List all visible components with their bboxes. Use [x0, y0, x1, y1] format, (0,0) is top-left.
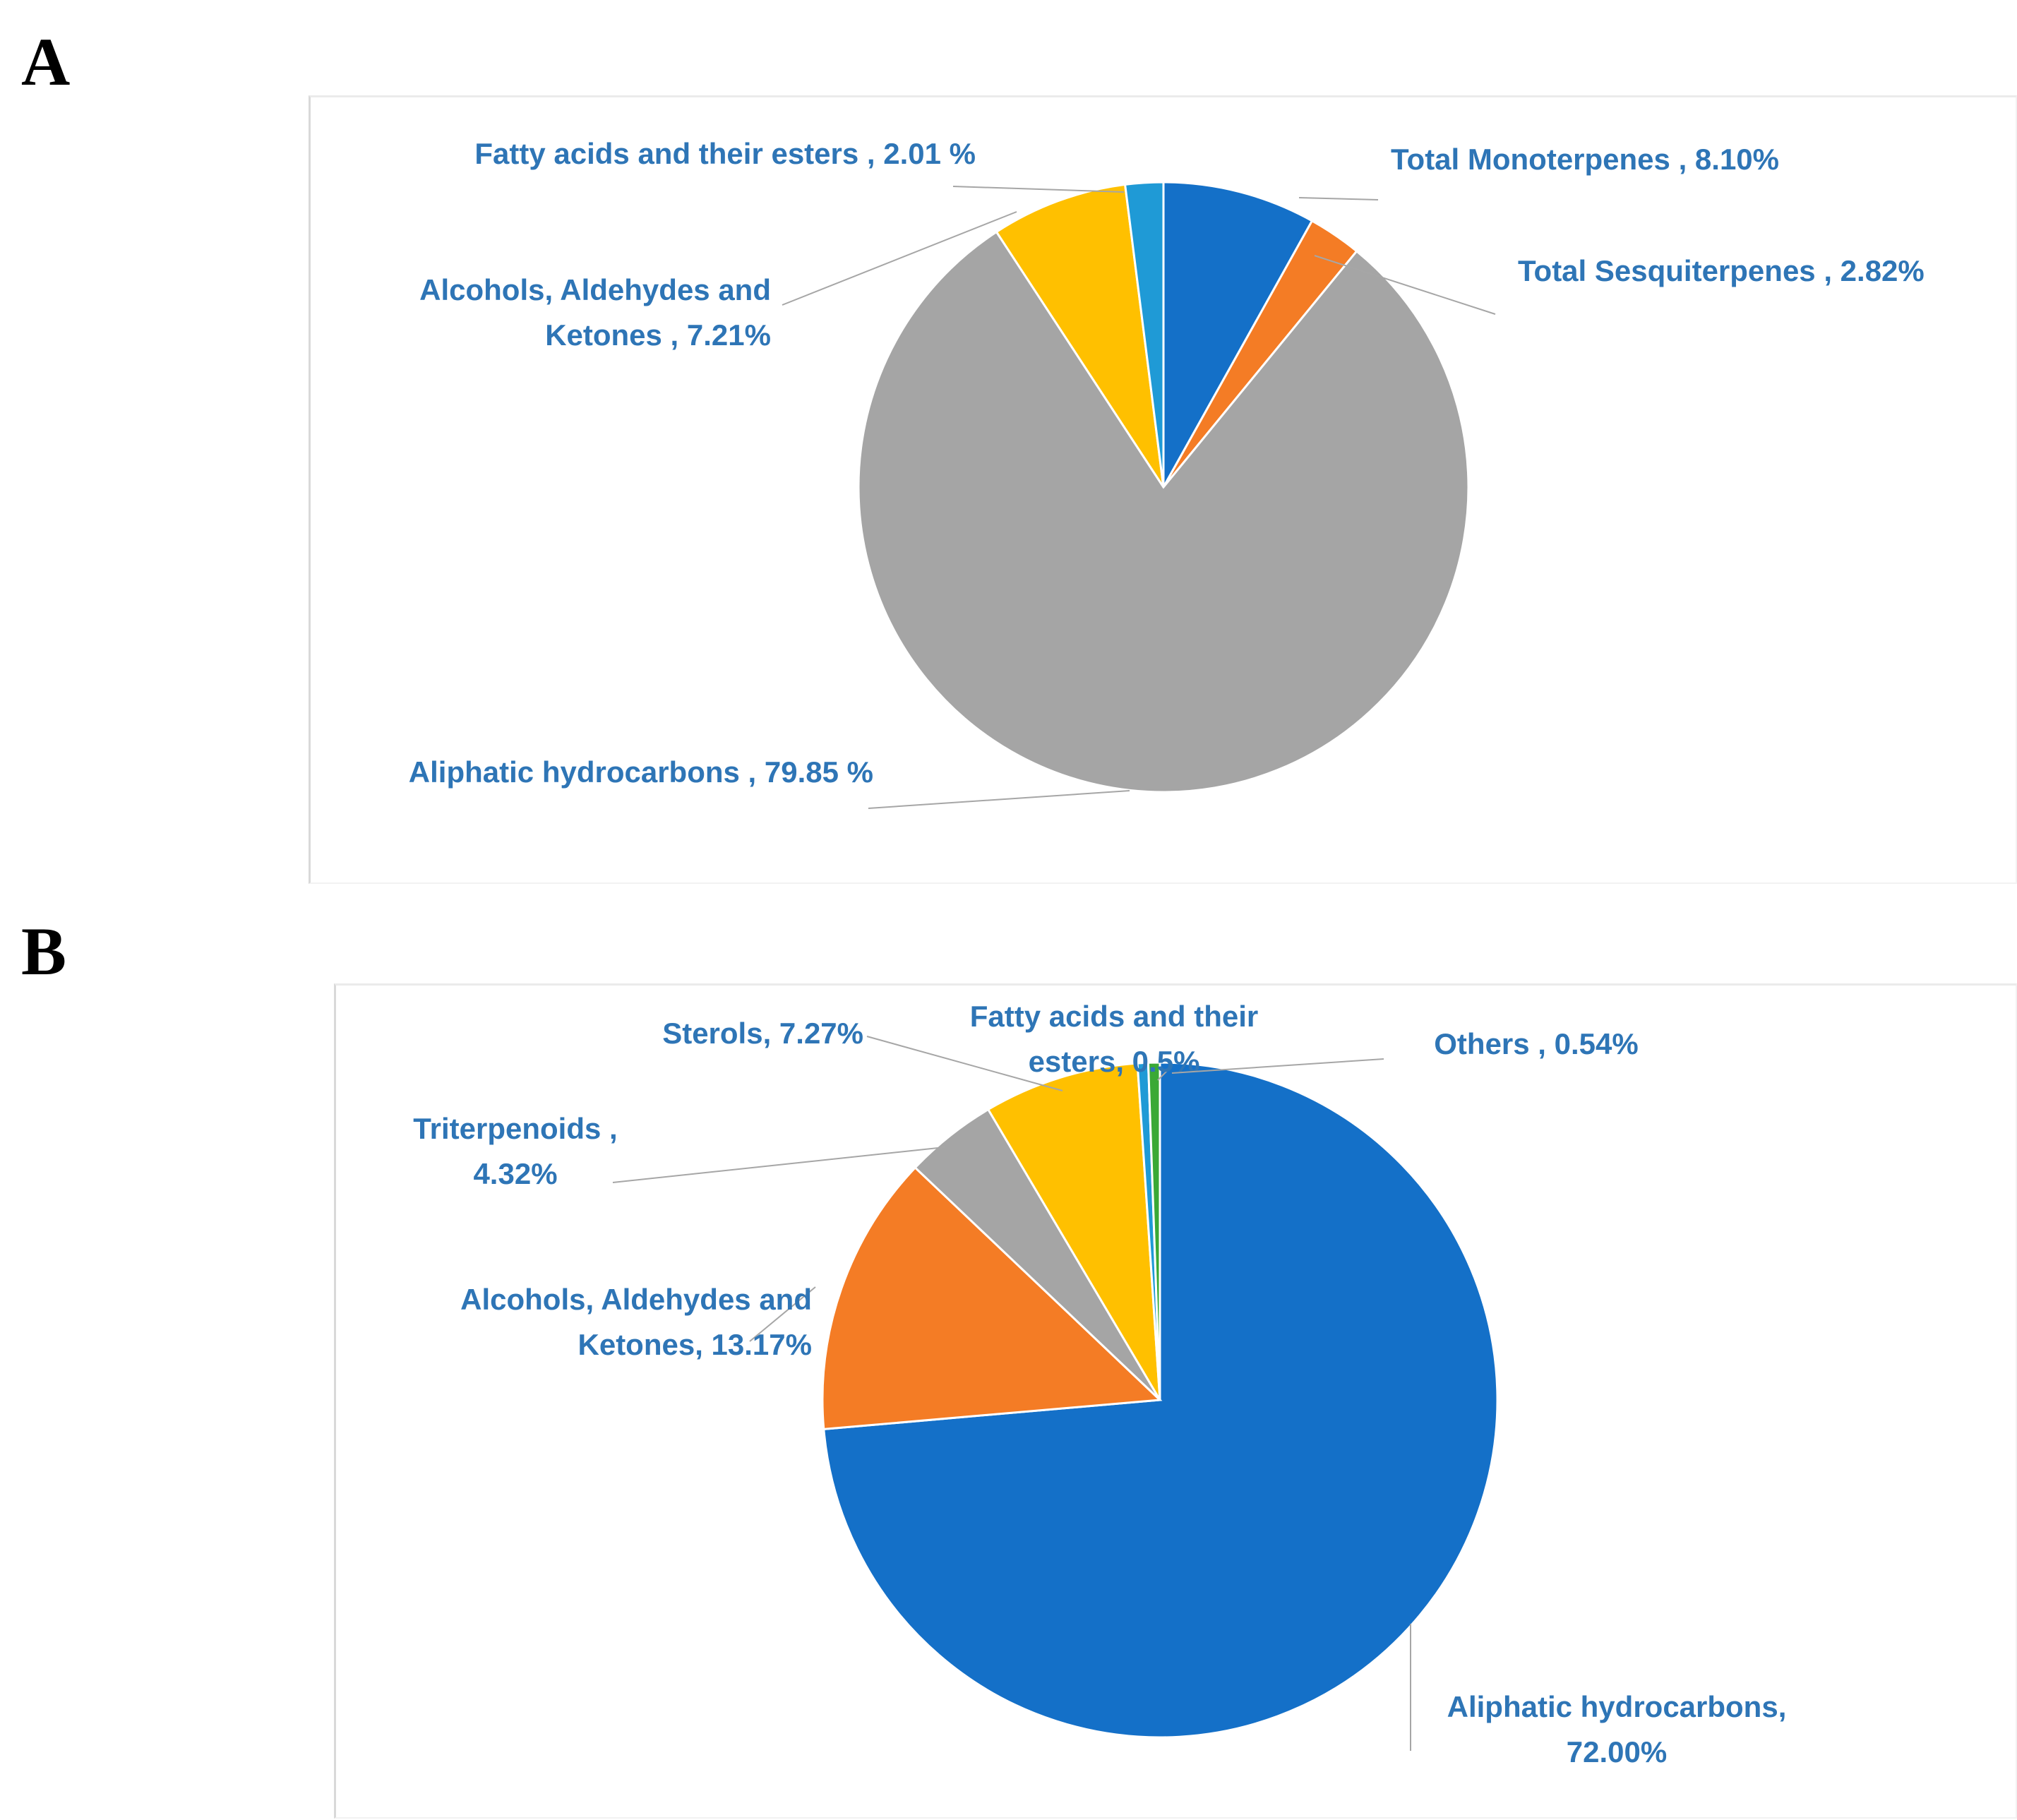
pie-a-leader-total-sesquiterpenes [1314, 255, 1496, 315]
pie-a-leader-alcohols-aldehydes-and-ketones [782, 211, 1017, 306]
pie-b-label-aliphatic-hydrocarbons: Aliphatic hydrocarbons, 72.00% [1447, 1690, 1787, 1768]
pie-a-slice-alcohols-aldehydes-and-ketones [995, 183, 1165, 488]
pie-a-label-total-sesquiterpenes: Total Sesquiterpenes , 2.82% [1518, 254, 1925, 287]
pie-b-slice-alcohols-aldehydes-and-ketones [821, 1166, 1163, 1431]
pie-a-slice-fatty-acids-and-their-esters [1123, 181, 1165, 488]
pie-b-slice-sterols [986, 1062, 1161, 1401]
pie-a-label-aliphatic-hydrocarbons: Aliphatic hydrocarbons , 79.85 % [409, 755, 873, 789]
pie-b-leader-triterpenoids [612, 1147, 945, 1183]
panel-letter-a: A [21, 24, 71, 100]
pie-b-label-alcohols-aldehydes-and-ketones: Alcohols, Aldehydes and Ketones, 13.17% [460, 1283, 812, 1361]
pie-a-slice-aliphatic-hydrocarbons [857, 230, 1470, 794]
pie-b-slice-others [1147, 1061, 1161, 1401]
pie-b-label-others: Others , 0.54% [1434, 1027, 1638, 1060]
pie-b-label-sterols: Sterols, 7.27% [662, 1017, 863, 1050]
pie-b-leader-alcohols-aldehydes-and-ketones [749, 1286, 816, 1342]
pie-a-label-alcohols-aldehydes-and-ketones: Alcohols, Aldehydes and Ketones , 7.21% [419, 273, 771, 352]
panel-letter-b: B [21, 914, 67, 989]
pie-a-label-fatty-acids-and-their-esters: Fatty acids and their esters , 2.01 % [474, 137, 976, 170]
pie-b-leader-others [1171, 1058, 1384, 1074]
pie-a-label-total-monoterpenes: Total Monoterpenes , 8.10% [1391, 143, 1779, 176]
pie-b-leader-fatty-acids-and-their-esters [1157, 1069, 1169, 1081]
pie-chart-a: Total Monoterpenes , 8.10% Total Sesquite… [409, 137, 1925, 809]
pie-a-slice-total-monoterpenes [1162, 181, 1314, 491]
pie-chart-b: Aliphatic hydrocarbons, 72.00% Alcohols, A… [413, 1000, 1786, 1768]
pie-b-leader-sterols [866, 1036, 1063, 1091]
pie-a-leader-total-monoterpenes [1298, 197, 1379, 200]
pie-b-label-fatty-acids-and-their-esters: Fatty acids and their esters, 0.5% [970, 1000, 1258, 1078]
pie-a-leader-aliphatic-hydrocarbons [868, 790, 1130, 809]
pie-a-leader-fatty-acids-and-their-esters [952, 186, 1125, 193]
pie-b-label-triterpenoids: Triterpenoids , 4.32% [413, 1112, 617, 1190]
